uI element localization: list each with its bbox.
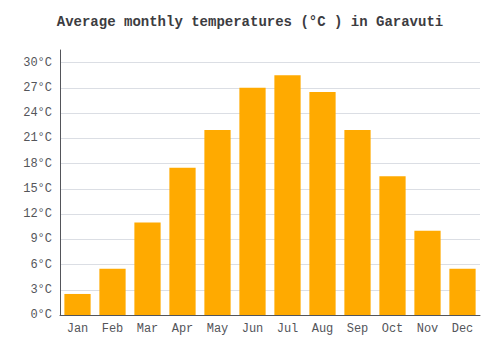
svg-text:24°C: 24°C — [23, 106, 52, 120]
svg-text:Sep: Sep — [347, 322, 369, 336]
svg-text:Feb: Feb — [102, 322, 124, 336]
svg-text:Average monthly temperatures (: Average monthly temperatures (°C ) in Ga… — [57, 14, 443, 30]
svg-text:Oct: Oct — [382, 322, 404, 336]
svg-text:Aug: Aug — [312, 322, 334, 336]
svg-text:3°C: 3°C — [30, 283, 52, 297]
svg-text:Dec: Dec — [452, 322, 474, 336]
svg-text:15°C: 15°C — [23, 182, 52, 196]
svg-text:0°C: 0°C — [30, 308, 52, 322]
svg-text:30°C: 30°C — [23, 56, 52, 70]
svg-text:Nov: Nov — [417, 322, 439, 336]
svg-text:9°C: 9°C — [30, 232, 52, 246]
svg-text:Jun: Jun — [242, 322, 264, 336]
svg-text:27°C: 27°C — [23, 81, 52, 95]
svg-text:Jul: Jul — [277, 322, 299, 336]
svg-text:Mar: Mar — [137, 322, 159, 336]
svg-text:Apr: Apr — [172, 322, 194, 336]
svg-text:May: May — [207, 322, 229, 336]
svg-text:18°C: 18°C — [23, 157, 52, 171]
svg-text:21°C: 21°C — [23, 131, 52, 145]
svg-text:6°C: 6°C — [30, 258, 52, 272]
svg-text:12°C: 12°C — [23, 207, 52, 221]
svg-text:Jan: Jan — [67, 322, 89, 336]
